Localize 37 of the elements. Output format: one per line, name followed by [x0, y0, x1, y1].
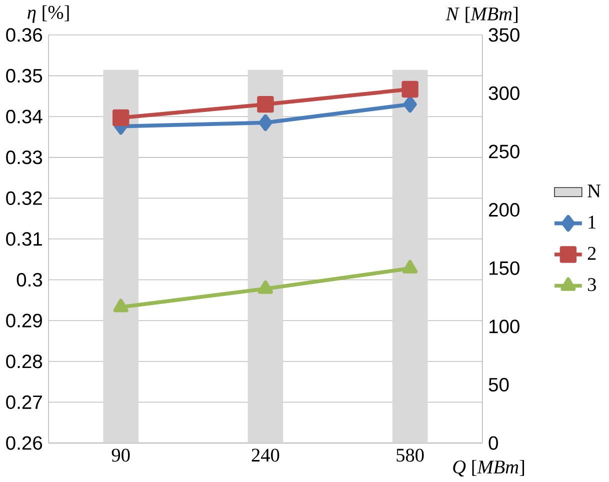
point — [112, 110, 130, 126]
y2-axis-title: N [MBm] — [446, 6, 518, 23]
point — [403, 96, 417, 113]
y-tick-label: 0.29 — [6, 314, 42, 328]
x-tick-label: 90 — [112, 448, 130, 462]
y2-tick-label: 250 — [488, 144, 520, 158]
point — [258, 114, 272, 132]
y-tick-label: 0.33 — [6, 150, 42, 164]
legend-label: 3 — [588, 278, 596, 292]
y2-tick-label: 200 — [488, 203, 520, 217]
y2-tick-label: 150 — [489, 261, 520, 276]
x-axis-title: Q [MBm] — [453, 460, 524, 477]
y-tick-label: 0.32 — [6, 191, 42, 206]
point — [257, 96, 274, 113]
legend-label: 1 — [588, 216, 596, 229]
y-tick-label: 0.28 — [6, 354, 42, 368]
point — [113, 298, 128, 312]
legend-label: 2 — [588, 247, 596, 260]
x-tick-label: 580 — [396, 448, 424, 462]
y-tick-label: 0.3 — [16, 273, 42, 287]
y-tick-label: 0.34 — [6, 110, 42, 124]
y-axis-title: η [%] — [28, 5, 69, 23]
y-tick-label: 0.31 — [6, 232, 42, 246]
y-tick-label: 0.35 — [6, 69, 42, 83]
legend-label: N — [588, 184, 601, 198]
y2-tick-label: 100 — [489, 320, 520, 334]
x-tick-label: 240 — [252, 448, 280, 462]
y-tick-label: 0.26 — [6, 436, 42, 450]
y2-tick-label: 350 — [488, 28, 520, 42]
y2-tick-label: 50 — [488, 378, 509, 392]
point — [258, 280, 273, 294]
y2-tick-label: 0 — [488, 436, 498, 450]
point — [402, 80, 418, 98]
point — [402, 260, 418, 274]
y-tick-label: 0.27 — [6, 395, 42, 410]
y-tick-label: 0.36 — [6, 28, 42, 42]
y2-tick-label: 300 — [488, 86, 520, 100]
